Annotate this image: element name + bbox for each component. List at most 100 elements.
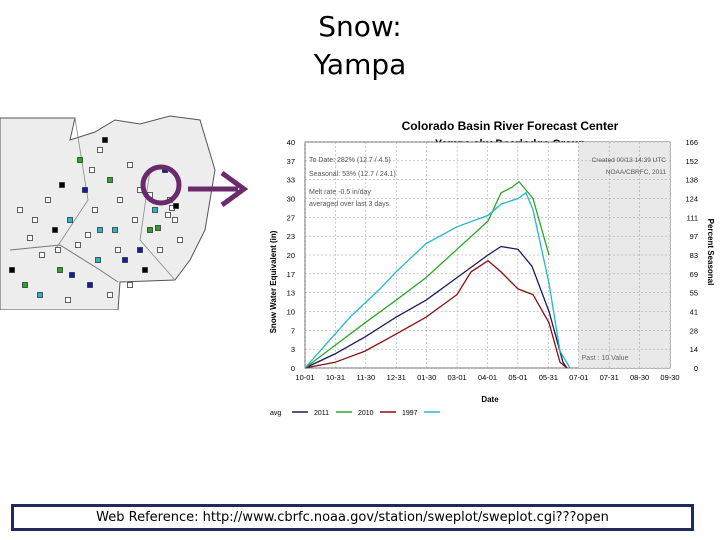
x-tick-label: 05-31 (539, 373, 558, 382)
station-marker (59, 182, 65, 188)
yampa-highlight-circle (140, 164, 182, 206)
x-tick-label: 12-31 (387, 373, 406, 382)
annotation-left: To Date: 282% (12.7 / 4.5) (309, 157, 391, 164)
station-marker (97, 147, 103, 153)
x-tick-label: 11-30 (357, 373, 376, 382)
station-marker (95, 257, 101, 263)
arrow-icon (188, 170, 249, 208)
axis-ticks: 10-01 10-31 11-30 12-31 01-30 03-01 04-01 05-01… (287, 138, 698, 382)
x-tick-label: 10-01 (295, 373, 314, 382)
y2-tick-label: 69 (690, 270, 698, 279)
station-marker (172, 217, 178, 223)
station-marker (85, 232, 91, 238)
y2-tick-label: 83 (690, 251, 698, 260)
station-marker (157, 247, 163, 253)
station-map (0, 115, 249, 310)
past-value-note: Past : 10 Value (582, 355, 629, 362)
annotation-left: averaged over last 3 days. (309, 201, 391, 208)
station-marker (115, 247, 121, 253)
station-marker (142, 267, 148, 273)
y2-tick-label: 138 (685, 176, 698, 185)
station-marker (92, 207, 98, 213)
x-tick-label: 04-01 (478, 373, 497, 382)
station-marker (165, 212, 171, 218)
y-tick-label: 37 (287, 157, 295, 166)
station-marker (107, 177, 113, 183)
y-tick-label: 7 (291, 326, 295, 335)
chart-title: Colorado Basin River Forecast Center (402, 119, 619, 133)
map-stations (9, 137, 183, 303)
station-marker (89, 167, 95, 173)
station-marker (122, 257, 128, 263)
reference-box: Web Reference: http://www.cbrfc.noaa.gov… (11, 504, 694, 531)
x-tick-label: 03-01 (447, 373, 466, 382)
station-marker (9, 267, 15, 273)
station-marker (57, 267, 63, 273)
y-tick-label: 33 (287, 176, 295, 185)
station-marker (152, 207, 158, 213)
station-marker (97, 227, 103, 233)
station-marker (17, 207, 23, 213)
y-tick-label: 3 (291, 345, 295, 354)
series-line-avg (304, 245, 568, 369)
station-marker (27, 235, 33, 241)
station-marker (69, 272, 75, 278)
station-marker (22, 282, 28, 288)
x-tick-label: 01-30 (417, 373, 436, 382)
station-marker (155, 225, 161, 231)
title-line-1: Snow: (318, 10, 402, 43)
series-line-1997 (304, 191, 571, 369)
station-marker (177, 237, 183, 243)
x-tick-label: 08-30 (630, 373, 649, 382)
legend-label: 2011 (314, 410, 329, 417)
y-tick-label: 27 (287, 213, 295, 222)
y2-tick-label: 41 (690, 308, 698, 317)
y2-tick-label: 124 (685, 195, 698, 204)
y2-tick-label: 166 (685, 138, 698, 147)
x-tick-label: 07-31 (600, 373, 619, 382)
station-marker (45, 197, 51, 203)
series-line-2011 (304, 180, 550, 369)
annotations: To Date: 282% (12.7 / 4.5) Seasonal: 53% … (309, 157, 666, 362)
y2-tick-label: 97 (690, 232, 698, 241)
station-marker (39, 252, 45, 258)
y2-tick-label: 0 (694, 364, 698, 373)
title-line-2: Yampa (313, 48, 407, 81)
y-tick-label: 10 (287, 308, 295, 317)
y-tick-label: 0 (291, 364, 295, 373)
station-marker (77, 157, 83, 163)
x-tick-label: 09-30 (660, 373, 679, 382)
legend-label: avg (270, 410, 281, 417)
x-tick-label: 07-01 (569, 373, 588, 382)
map-land (0, 115, 216, 310)
x-tick-label: 05-01 (508, 373, 527, 382)
y-tick-label: 20 (287, 251, 295, 260)
annotation-right: Created 00/13 14:39 UTC (592, 157, 667, 164)
station-marker (127, 282, 133, 288)
series-line-2010 (304, 259, 568, 369)
y2-tick-label: 28 (690, 326, 698, 335)
annotation-left: Melt rate -0.5 in/day (309, 189, 371, 196)
x-axis-label: Date (481, 395, 499, 404)
station-marker (147, 227, 153, 233)
station-marker (55, 247, 61, 253)
series-layer (304, 180, 571, 369)
station-marker (127, 162, 133, 168)
station-marker (117, 197, 123, 203)
y2-tick-label: 152 (685, 157, 698, 166)
y-tick-label: 40 (287, 138, 295, 147)
station-marker (102, 137, 108, 143)
station-marker (107, 292, 113, 298)
y2-tick-label: 111 (687, 213, 698, 222)
grid-lines (304, 141, 671, 369)
y-tick-label: 23 (287, 232, 295, 241)
station-marker (137, 247, 143, 253)
y2-tick-label: 55 (690, 289, 698, 298)
station-marker (75, 242, 81, 248)
station-marker (65, 297, 71, 303)
y2-tick-label: 14 (690, 345, 698, 354)
station-marker (173, 203, 179, 209)
web-reference: Web Reference: http://www.cbrfc.noaa.gov… (96, 510, 609, 525)
station-marker (87, 282, 93, 288)
station-marker (82, 187, 88, 193)
